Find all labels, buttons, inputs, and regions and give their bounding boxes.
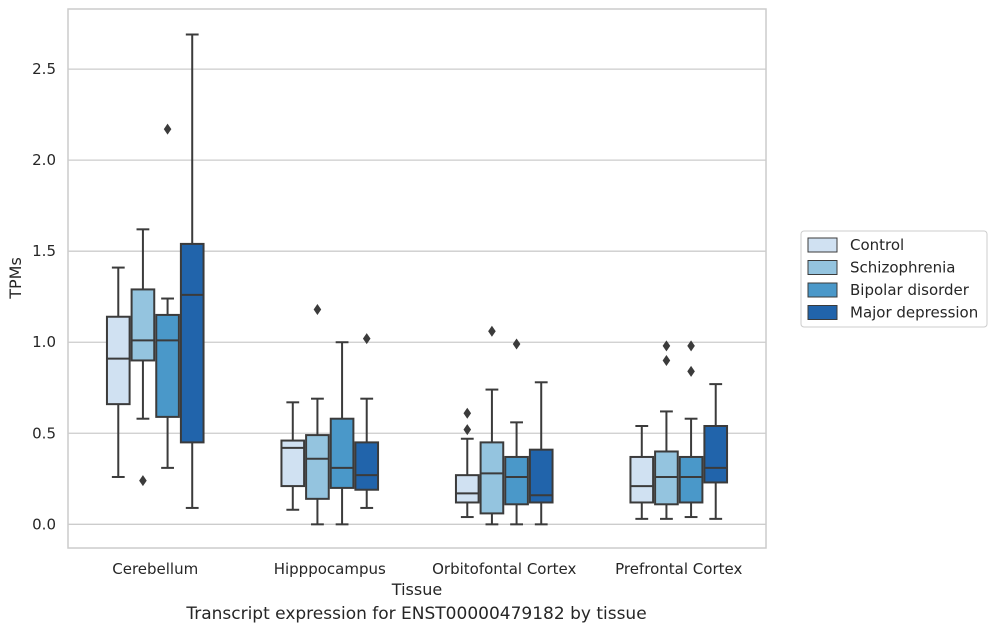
- boxes-layer: [105, 33, 729, 526]
- outlier-point: [463, 424, 472, 436]
- box-control: [629, 424, 655, 520]
- box-iqr: [280, 439, 306, 488]
- box-iqr: [504, 455, 529, 506]
- y-tick-label: 1.5: [32, 242, 56, 260]
- box-bipolar-disorder: [155, 123, 180, 469]
- box-schizophrenia: [479, 325, 505, 526]
- box-iqr: [629, 455, 655, 504]
- box-control: [454, 407, 480, 519]
- outlier-point: [163, 123, 172, 135]
- x-axis-label: Tissue: [391, 580, 442, 599]
- y-tick-label: 0.0: [32, 515, 56, 533]
- legend-label: Bipolar disorder: [850, 281, 970, 299]
- y-tick-label: 2.0: [32, 151, 56, 169]
- y-tick-label: 0.5: [32, 424, 56, 442]
- box-iqr: [703, 424, 729, 484]
- legend-swatch: [807, 237, 838, 253]
- box-iqr: [155, 313, 180, 418]
- figure-caption: Transcript expression for ENST0000047918…: [186, 604, 647, 624]
- box-major-depression: [354, 333, 380, 509]
- box-iqr: [179, 242, 205, 444]
- y-tick-labels: 0.0 0.5 1.0 1.5 2.0 2.5: [32, 60, 56, 533]
- box-bipolar-disorder: [329, 341, 355, 526]
- plot-frame: [67, 8, 767, 549]
- y-tick-label: 1.0: [32, 333, 56, 351]
- box-iqr: [528, 448, 554, 504]
- box-iqr: [305, 434, 330, 500]
- outlier-point: [512, 338, 521, 350]
- y-axis-label: TPMs: [6, 257, 25, 300]
- x-tick-label: Orbitofontal Cortex: [432, 560, 576, 578]
- legend-label: Major depression: [850, 304, 978, 322]
- outlier-point: [687, 365, 695, 377]
- box-control: [105, 266, 131, 478]
- x-tick-label: Hipppocampus: [274, 560, 386, 578]
- box-major-depression: [528, 381, 554, 526]
- x-tick-label: Cerebellum: [112, 560, 198, 578]
- legend-label: Control: [850, 236, 904, 254]
- box-iqr: [678, 455, 704, 504]
- legend-swatch: [807, 305, 838, 320]
- x-tick-label: Prefrontal Cortex: [615, 560, 742, 578]
- outlier-point: [139, 475, 147, 487]
- outlier-point: [313, 303, 322, 315]
- box-schizophrenia: [305, 303, 330, 526]
- box-major-depression: [179, 33, 205, 509]
- box-iqr: [354, 441, 380, 491]
- outlier-point: [662, 354, 671, 366]
- box-iqr: [454, 474, 480, 504]
- box-iqr: [105, 315, 131, 406]
- y-tick-label: 2.5: [32, 60, 56, 78]
- box-schizophrenia: [654, 340, 679, 520]
- box-bipolar-disorder: [504, 338, 529, 526]
- outlier-point: [362, 333, 371, 345]
- box-schizophrenia: [130, 228, 156, 487]
- legend-swatch: [807, 282, 838, 298]
- box-iqr: [329, 417, 355, 489]
- outlier-point: [662, 340, 671, 352]
- legend: Control Schizophrenia Bipolar disorder Majo…: [800, 230, 988, 328]
- box-control: [280, 401, 306, 511]
- x-tick-labels: Cerebellum Hipppocampus Orbitofontal Corte…: [112, 560, 742, 578]
- legend-frame: [800, 230, 988, 328]
- box-iqr: [479, 441, 505, 515]
- box-major-depression: [703, 383, 729, 520]
- box-iqr: [130, 288, 156, 362]
- legend-swatch: [807, 260, 838, 275]
- outlier-point: [488, 325, 496, 337]
- outlier-point: [687, 340, 695, 352]
- box-bipolar-disorder: [678, 340, 704, 519]
- legend-label: Schizophrenia: [850, 259, 955, 277]
- outlier-point: [463, 407, 472, 419]
